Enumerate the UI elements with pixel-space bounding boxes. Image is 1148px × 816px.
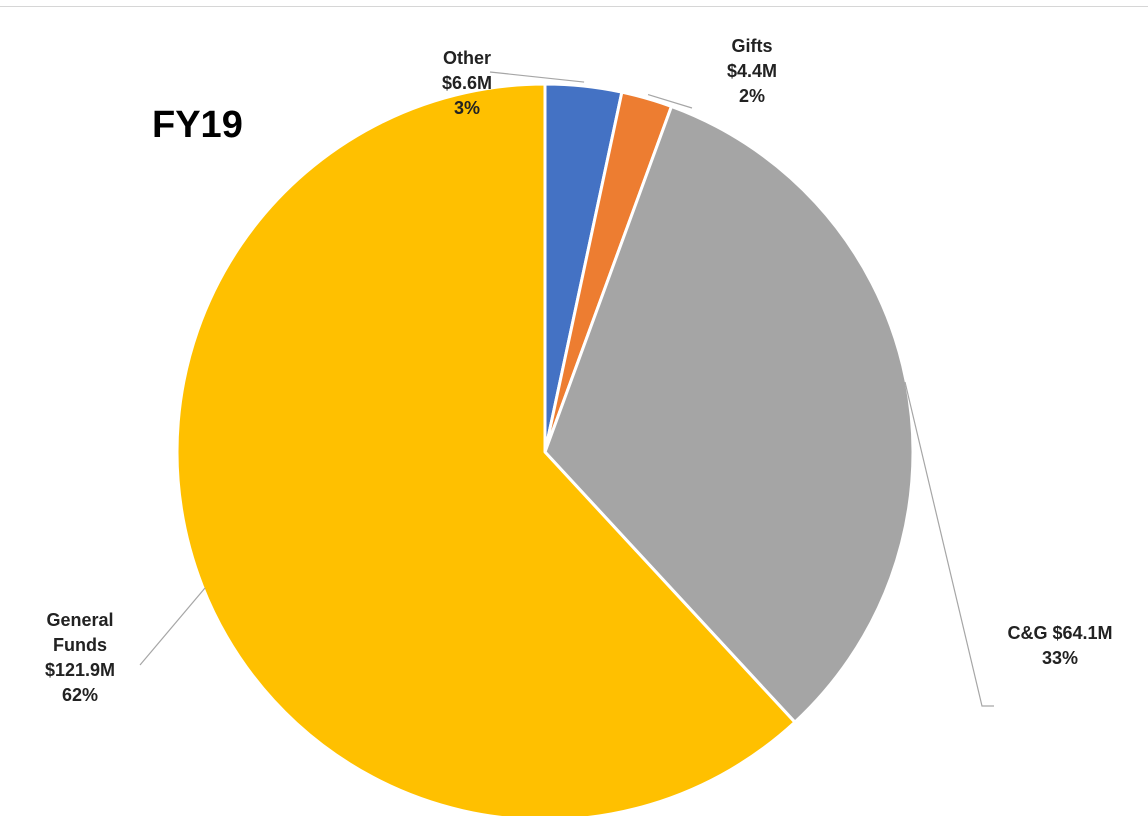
leader-line-other [489, 71, 585, 83]
slice-percent-other: 3% [453, 98, 480, 118]
slice-value-other: $6.6M [441, 73, 493, 93]
slice-name-cg: C&G [1007, 623, 1048, 643]
slice-name-gf-line1: General [46, 610, 114, 630]
slice-label-other: Other $6.6M 3% [412, 46, 522, 121]
slice-percent-gifts: 2% [738, 86, 765, 106]
leader-line-c-g [904, 381, 994, 707]
leader-line-general-funds [139, 587, 206, 666]
chart-title: FY19 [152, 104, 243, 146]
slice-percent-general-funds: 62% [61, 685, 99, 705]
slice-percent-cg: 33% [1041, 648, 1079, 668]
slice-name-value-cg: C&G $64.1M [990, 621, 1130, 646]
slice-value-gifts: $4.4M [726, 61, 778, 81]
slice-value-general-funds: $121.9M [44, 660, 116, 680]
slice-value-cg: $64.1M [1052, 623, 1113, 643]
slice-name-other: Other [442, 48, 491, 68]
pie-slice-general-funds [175, 82, 797, 816]
top-divider [0, 6, 1148, 7]
slice-label-gifts: Gifts $4.4M 2% [702, 34, 802, 109]
slice-label-cg: C&G $64.1M 33% [990, 621, 1130, 671]
pie-slice-c-g [543, 104, 915, 724]
slice-name-gifts: Gifts [731, 36, 773, 56]
leader-line-gifts [647, 93, 693, 109]
slice-name-gf-line2: Funds [53, 635, 107, 655]
slice-label-general-funds: General Funds $121.9M 62% [20, 608, 140, 708]
